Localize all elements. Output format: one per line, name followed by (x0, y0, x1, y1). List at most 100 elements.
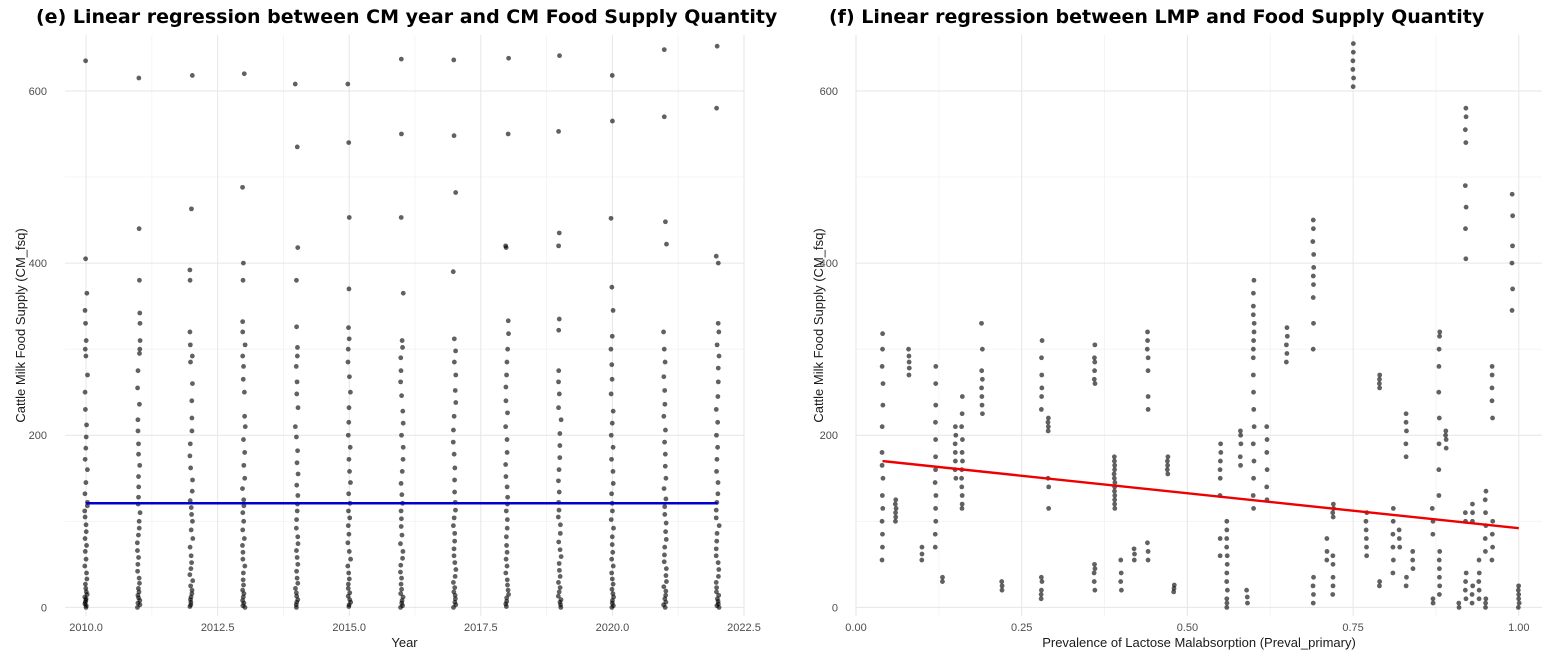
data-point (1437, 549, 1443, 554)
data-point (932, 544, 938, 550)
data-point (1238, 462, 1243, 468)
data-point (1238, 428, 1243, 434)
data-point (1224, 544, 1230, 550)
data-point (556, 561, 562, 566)
data-point (241, 363, 246, 369)
data-point (188, 583, 194, 589)
data-point (504, 598, 510, 604)
data-point (1483, 604, 1488, 610)
data-point (609, 534, 615, 540)
data-point (714, 342, 720, 348)
data-point (715, 491, 721, 497)
data-point (1390, 531, 1396, 537)
data-point (400, 444, 406, 450)
data-point (452, 465, 458, 471)
data-point (1410, 549, 1416, 554)
data-point (556, 489, 562, 495)
data-point (506, 592, 511, 597)
data-point (452, 538, 458, 544)
data-point (716, 329, 722, 335)
data-point (295, 534, 301, 540)
data-point (1283, 359, 1289, 365)
data-point (241, 389, 247, 395)
data-point (1403, 441, 1409, 447)
data-point (662, 451, 668, 457)
data-point (83, 581, 88, 587)
data-point (347, 444, 353, 450)
data-point (952, 458, 958, 464)
data-point (1165, 454, 1171, 460)
data-point (716, 574, 721, 579)
data-point (979, 394, 985, 399)
data-point (713, 580, 719, 585)
data-point (1111, 471, 1117, 477)
data-point (294, 593, 300, 599)
data-point (557, 431, 563, 436)
data-point (82, 491, 88, 497)
data-point (959, 506, 965, 511)
data-point (1224, 527, 1230, 533)
regression-line (882, 459, 1519, 530)
data-point (504, 563, 510, 569)
data-point (661, 114, 667, 120)
data-point (451, 336, 457, 342)
data-point (294, 144, 300, 150)
data-point (556, 327, 562, 333)
data-point (1463, 105, 1469, 111)
data-point (713, 507, 719, 513)
data-point (1377, 385, 1383, 391)
data-point (295, 405, 301, 411)
data-point (84, 503, 90, 509)
data-point (1509, 191, 1515, 197)
data-point (240, 260, 246, 266)
data-point (503, 398, 509, 404)
data-point (1238, 432, 1244, 438)
data-point (661, 47, 667, 53)
data-point (295, 345, 300, 350)
data-point (610, 549, 616, 555)
data-point (83, 353, 89, 359)
x-tick-label: 0.00 (845, 622, 866, 634)
data-point (188, 359, 193, 365)
data-point (504, 517, 510, 522)
data-point (135, 417, 141, 423)
data-point (1436, 441, 1442, 447)
data-point (556, 391, 562, 397)
data-point (610, 444, 616, 450)
data-point (609, 362, 615, 368)
data-point (999, 583, 1005, 589)
data-point (187, 572, 193, 578)
data-point (1516, 592, 1522, 597)
data-point (399, 586, 404, 592)
data-point (1489, 531, 1495, 537)
y-tick-label: 600 (29, 86, 47, 98)
data-point (136, 555, 141, 560)
data-point (506, 331, 511, 337)
x-tick-label: 2012.5 (201, 622, 235, 634)
data-point (999, 579, 1005, 584)
data-point (1456, 604, 1462, 610)
data-point (398, 215, 404, 220)
data-point (557, 547, 563, 553)
data-point (880, 544, 885, 550)
data-point (400, 290, 406, 296)
data-point (610, 508, 615, 514)
data-point (610, 481, 616, 486)
data-point (664, 579, 669, 584)
data-point (82, 456, 88, 462)
data-point (1165, 462, 1171, 468)
data-point (715, 365, 721, 371)
data-point (1251, 290, 1256, 296)
data-point (879, 363, 885, 369)
data-point (610, 563, 616, 569)
data-point (504, 450, 510, 455)
data-point (240, 510, 246, 516)
data-point (345, 346, 351, 352)
data-point (933, 518, 939, 524)
data-point (345, 581, 351, 587)
data-point (451, 515, 457, 521)
data-point (82, 536, 88, 541)
data-point (1483, 488, 1489, 494)
data-point (1244, 587, 1249, 593)
data-point (505, 494, 511, 500)
